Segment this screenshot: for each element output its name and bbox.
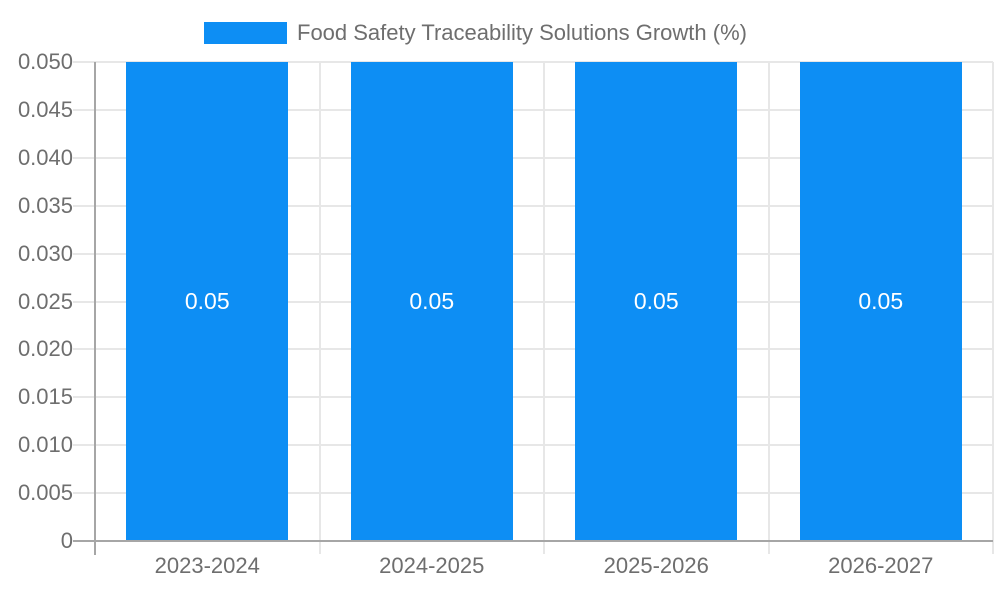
bar-value-label: 0.05 — [858, 288, 904, 314]
legend-label: Food Safety Traceability Solutions Growt… — [297, 20, 747, 45]
bar: 0.05 — [799, 62, 962, 541]
y-tick-label: 0.025 — [17, 288, 73, 314]
x-tick-label: 2025-2026 — [603, 553, 709, 578]
x-tick-label: 2023-2024 — [154, 553, 260, 578]
x-tick-label: 2024-2025 — [379, 553, 485, 578]
y-tick-label: 0.020 — [17, 336, 73, 362]
gridline-horizontal — [73, 444, 993, 447]
gridline-horizontal — [73, 252, 993, 255]
y-tick-label: 0.005 — [17, 480, 73, 506]
y-tick-label: 0.030 — [17, 240, 73, 266]
gridline-horizontal — [73, 61, 993, 63]
gridline-vertical — [318, 62, 321, 554]
y-tick-label: 0.015 — [17, 384, 73, 410]
gridline-horizontal — [73, 396, 993, 399]
gridline-horizontal — [73, 492, 993, 495]
gridline-horizontal — [73, 156, 993, 159]
y-axis-line — [94, 62, 96, 555]
gridline-horizontal — [73, 300, 993, 303]
x-axis-line — [73, 540, 993, 542]
y-tick-label: 0.010 — [17, 432, 73, 458]
bar: 0.05 — [126, 62, 289, 541]
bar: 0.05 — [575, 62, 738, 541]
y-tick-label: 0.040 — [17, 144, 73, 170]
y-tick-label: 0.050 — [17, 49, 73, 74]
gridline-horizontal — [73, 204, 993, 207]
y-tick-label: 0.035 — [17, 192, 73, 218]
gridline-horizontal — [73, 108, 993, 111]
bar: 0.05 — [350, 62, 513, 541]
plot-area: 0.05 0.05 0.05 0.05 — [73, 61, 994, 555]
gridline-vertical — [543, 62, 545, 554]
y-tick-label: 0 — [60, 528, 73, 553]
bar-value-label: 0.05 — [633, 288, 679, 314]
y-tick-label: 0.045 — [17, 96, 73, 122]
bar-value-label: 0.05 — [409, 288, 455, 314]
bar-value-label: 0.05 — [184, 288, 230, 314]
gridline-horizontal — [73, 348, 993, 351]
gridline-vertical — [767, 62, 770, 554]
gridline-vertical — [992, 62, 994, 554]
x-tick-label: 2026-2027 — [828, 553, 934, 578]
chart-legend: Food Safety Traceability Solutions Growt… — [204, 22, 747, 44]
legend-color-swatch — [204, 22, 287, 44]
